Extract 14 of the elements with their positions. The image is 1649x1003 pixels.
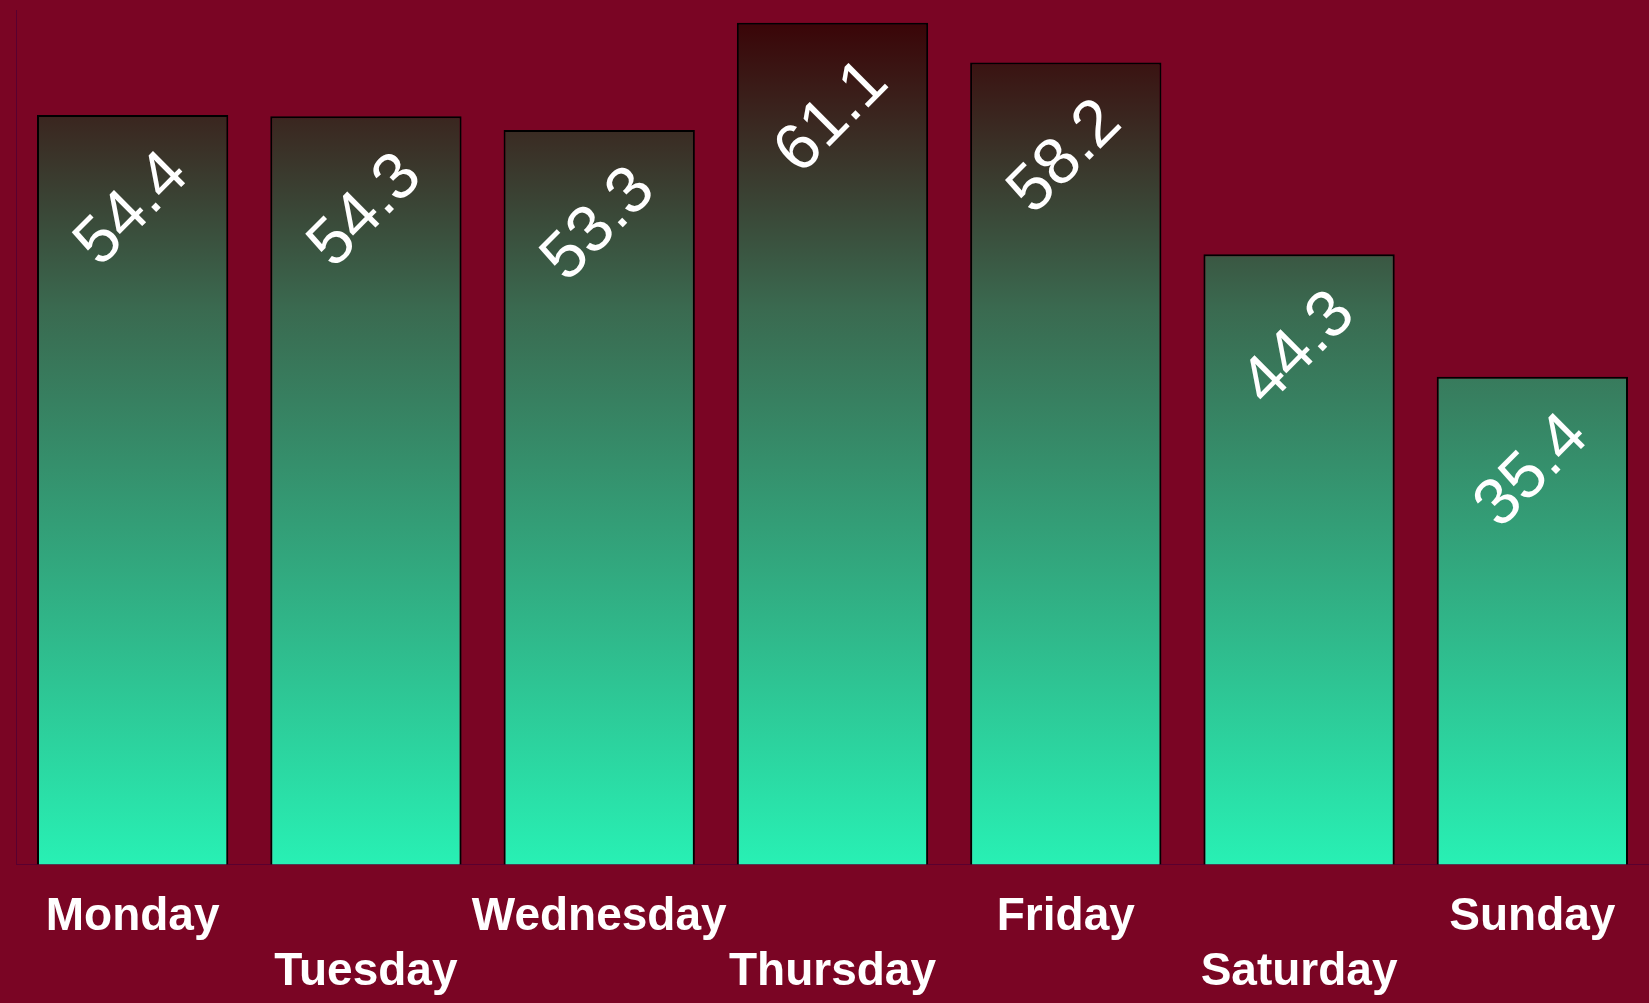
data-label: 54.4 xyxy=(57,134,201,279)
x-tick-label: Thursday xyxy=(728,943,937,996)
data-label: 35.4 xyxy=(1457,396,1601,540)
x-tick-label: Friday xyxy=(996,887,1136,940)
x-tick-label: Sunday xyxy=(1449,887,1616,940)
x-tick-label: Wednesday xyxy=(471,887,728,940)
data-label: 54.3 xyxy=(290,136,435,280)
x-tick-label: Monday xyxy=(45,887,220,940)
data-label: 53.3 xyxy=(524,150,668,294)
data-label: 61.1 xyxy=(757,42,901,186)
x-tick-label: Tuesday xyxy=(274,943,458,996)
x-tick-label: Saturday xyxy=(1200,943,1398,996)
data-label: 44.3 xyxy=(1224,274,1368,418)
data-label: 58.2 xyxy=(990,82,1134,226)
